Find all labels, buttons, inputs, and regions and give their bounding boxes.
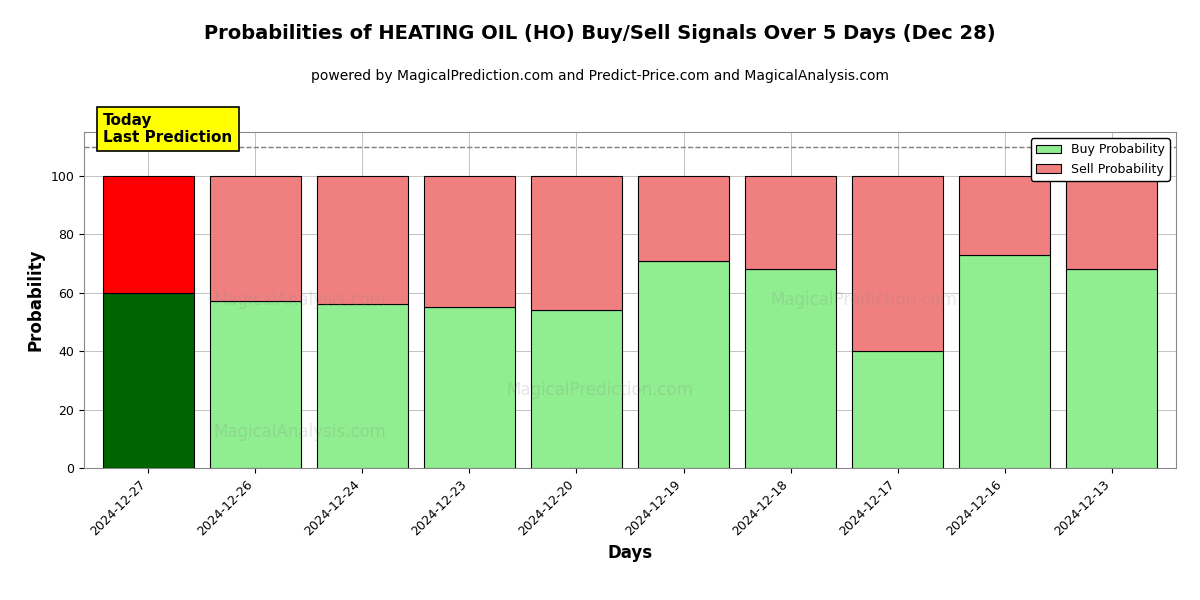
Text: MagicalAnalysis.com: MagicalAnalysis.com xyxy=(214,423,386,441)
Text: MagicalPrediction.com: MagicalPrediction.com xyxy=(506,381,694,399)
Bar xyxy=(852,351,943,468)
Bar xyxy=(317,176,408,304)
Bar xyxy=(530,310,622,468)
Bar xyxy=(1067,269,1157,468)
Text: Today
Last Prediction: Today Last Prediction xyxy=(103,113,233,145)
Bar xyxy=(317,304,408,468)
X-axis label: Days: Days xyxy=(607,544,653,562)
Y-axis label: Probability: Probability xyxy=(26,249,44,351)
Bar xyxy=(638,176,730,260)
Legend: Buy Probability, Sell Probability: Buy Probability, Sell Probability xyxy=(1031,138,1170,181)
Text: MagicalPrediction.com: MagicalPrediction.com xyxy=(770,291,958,309)
Bar xyxy=(103,176,193,293)
Bar xyxy=(638,260,730,468)
Text: powered by MagicalPrediction.com and Predict-Price.com and MagicalAnalysis.com: powered by MagicalPrediction.com and Pre… xyxy=(311,69,889,83)
Bar xyxy=(745,176,836,269)
Text: Probabilities of HEATING OIL (HO) Buy/Sell Signals Over 5 Days (Dec 28): Probabilities of HEATING OIL (HO) Buy/Se… xyxy=(204,24,996,43)
Bar xyxy=(959,176,1050,255)
Bar xyxy=(424,307,515,468)
Bar xyxy=(1067,176,1157,269)
Bar xyxy=(745,269,836,468)
Text: MagicalAnalysis.com: MagicalAnalysis.com xyxy=(214,291,386,309)
Bar xyxy=(530,176,622,310)
Bar xyxy=(103,293,193,468)
Bar xyxy=(210,176,301,301)
Bar xyxy=(210,301,301,468)
Bar xyxy=(852,176,943,351)
Bar xyxy=(959,255,1050,468)
Bar xyxy=(424,176,515,307)
